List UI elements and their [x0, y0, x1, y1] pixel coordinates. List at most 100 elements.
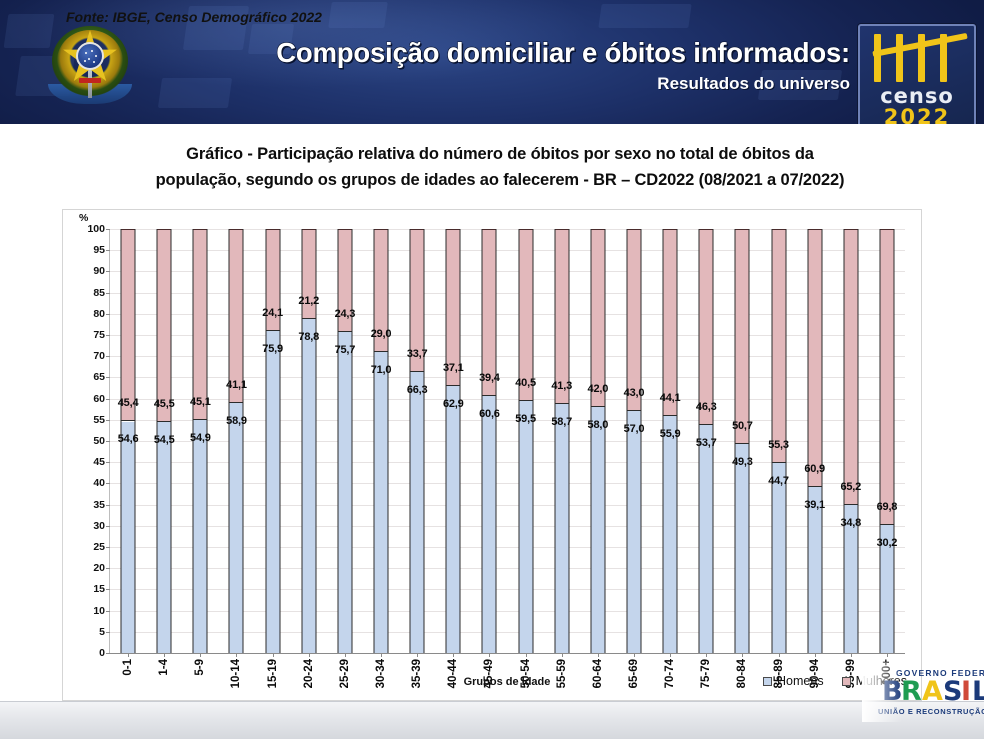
- bar-segment-mulheres[interactable]: [663, 229, 677, 416]
- x-axis-tick-mark: [417, 653, 419, 657]
- stacked-bar[interactable]: [734, 229, 750, 653]
- bar-segment-homens[interactable]: [627, 411, 641, 653]
- bar-column[interactable]: 45,1 54,9 5-9: [182, 229, 218, 676]
- bar-segment-mulheres[interactable]: [410, 229, 424, 372]
- bar-column[interactable]: 33,7 66,3 35-39: [399, 229, 435, 688]
- bar-value-label-homens: 59,5: [515, 412, 536, 425]
- bar-segment-mulheres[interactable]: [844, 229, 858, 506]
- bar-segment-homens[interactable]: [374, 351, 388, 653]
- stacked-bar[interactable]: [807, 229, 823, 653]
- bar-column[interactable]: 24,1 75,9 15-19: [255, 229, 291, 688]
- bar-segment-mulheres[interactable]: [808, 229, 822, 488]
- bar-column[interactable]: 42,0 58,0 60-64: [580, 229, 616, 688]
- stacked-bar[interactable]: [843, 229, 859, 653]
- stacked-bar[interactable]: [228, 229, 244, 653]
- bar-segment-mulheres[interactable]: [591, 229, 605, 408]
- legend-swatch-homens: [763, 676, 773, 686]
- bar-column[interactable]: 50,7 49,3 80-84: [724, 229, 760, 688]
- stacked-bar[interactable]: [156, 229, 172, 653]
- bar-segment-mulheres[interactable]: [555, 229, 569, 405]
- bar-segment-homens[interactable]: [844, 505, 858, 653]
- bar-segment-homens[interactable]: [446, 386, 460, 653]
- bar-segment-homens[interactable]: [663, 415, 677, 653]
- bar-segment-homens[interactable]: [193, 420, 207, 653]
- bar-segment-homens[interactable]: [157, 421, 171, 653]
- bar-column[interactable]: 39,4 60,6 45-49: [471, 229, 507, 688]
- bar-segment-mulheres[interactable]: [446, 229, 460, 387]
- y-axis-tick-label: 85: [93, 286, 105, 299]
- bar-column[interactable]: 45,5 54,5 1-4: [146, 229, 182, 676]
- bar-column[interactable]: 21,2 78,8 20-24: [291, 229, 327, 688]
- bar-value-label-mulheres: 24,1: [262, 307, 283, 320]
- bar-segment-homens[interactable]: [229, 403, 243, 653]
- bar-segment-homens[interactable]: [808, 487, 822, 653]
- stacked-bar[interactable]: [301, 229, 317, 653]
- bar-segment-mulheres[interactable]: [374, 229, 388, 352]
- bar-segment-homens[interactable]: [699, 425, 713, 653]
- bar-segment-homens[interactable]: [591, 407, 605, 653]
- bar-segment-homens[interactable]: [735, 443, 749, 653]
- bar-segment-mulheres[interactable]: [772, 229, 786, 464]
- bar-segment-mulheres[interactable]: [699, 229, 713, 426]
- stacked-bar[interactable]: [120, 229, 136, 653]
- x-axis-tick-mark: [886, 653, 888, 657]
- bar-segment-mulheres[interactable]: [735, 229, 749, 444]
- stacked-bar[interactable]: [445, 229, 461, 653]
- bar-value-label-mulheres: 41,1: [226, 379, 247, 392]
- bar-segment-homens[interactable]: [410, 371, 424, 653]
- stacked-bar[interactable]: [481, 229, 497, 653]
- bar-segment-homens[interactable]: [266, 331, 280, 653]
- bar-column[interactable]: 41,3 58,7 55-59: [544, 229, 580, 688]
- bar-segment-homens[interactable]: [555, 404, 569, 653]
- bar-segment-homens[interactable]: [519, 400, 533, 653]
- stacked-bar[interactable]: [771, 229, 787, 653]
- bar-column[interactable]: 55,3 44,7 85-89: [760, 229, 796, 688]
- bar-segment-homens[interactable]: [482, 396, 496, 653]
- stacked-bar[interactable]: [879, 229, 895, 653]
- stacked-bar[interactable]: [409, 229, 425, 653]
- bar-segment-mulheres[interactable]: [519, 229, 533, 401]
- bar-segment-homens[interactable]: [338, 332, 352, 653]
- bar-segment-mulheres[interactable]: [302, 229, 316, 319]
- bar-column[interactable]: 40,5 59,5 50-54: [508, 229, 544, 688]
- bar-column[interactable]: 65,2 34,8 95-99: [833, 229, 869, 688]
- stacked-bar[interactable]: [554, 229, 570, 653]
- bar-segment-mulheres[interactable]: [121, 229, 135, 422]
- bar-segment-homens[interactable]: [880, 524, 894, 653]
- bar-column[interactable]: 24,3 75,7 25-29: [327, 229, 363, 688]
- bar-segment-mulheres[interactable]: [266, 229, 280, 332]
- bar-column[interactable]: 44,1 55,9 70-74: [652, 229, 688, 688]
- stacked-bar[interactable]: [265, 229, 281, 653]
- bar-value-label-mulheres: 29,0: [370, 327, 392, 340]
- stacked-bar[interactable]: [626, 229, 642, 653]
- x-axis-tick-mark: [489, 653, 491, 657]
- legend-item-homens[interactable]: Homens: [763, 674, 824, 688]
- bar-segment-mulheres[interactable]: [338, 229, 352, 333]
- bar-segment-homens[interactable]: [772, 463, 786, 653]
- bar-segment-homens[interactable]: [121, 421, 135, 653]
- stacked-bar[interactable]: [662, 229, 678, 653]
- bar-segment-mulheres[interactable]: [482, 229, 496, 397]
- bar-column[interactable]: 69,830,2100+: [869, 229, 905, 685]
- bar-column[interactable]: 37,1 62,9 40-44: [435, 229, 471, 688]
- bar-segment-mulheres[interactable]: [157, 229, 171, 422]
- bar-segment-mulheres[interactable]: [880, 229, 894, 525]
- stacked-bar[interactable]: [192, 229, 208, 653]
- stacked-bar[interactable]: [518, 229, 534, 653]
- stacked-bar[interactable]: [337, 229, 353, 653]
- stacked-bar[interactable]: [698, 229, 714, 653]
- bar-column[interactable]: 60,9 39,1 90-94: [797, 229, 833, 688]
- bar-column[interactable]: 29,0 71,0 30-34: [363, 229, 399, 688]
- y-axis-tick-label: 15: [93, 583, 105, 596]
- stacked-bar[interactable]: [590, 229, 606, 653]
- bar-segment-mulheres[interactable]: [193, 229, 207, 421]
- bar-value-label-homens: 78,8: [298, 330, 320, 343]
- bar-column[interactable]: 45,4 54,6 0-1: [110, 229, 146, 676]
- bar-segment-mulheres[interactable]: [627, 229, 641, 412]
- bar-segment-homens[interactable]: [302, 318, 316, 653]
- bar-segment-mulheres[interactable]: [229, 229, 243, 404]
- bar-column[interactable]: 43,0 57,0 65-69: [616, 229, 652, 688]
- stacked-bar[interactable]: [373, 229, 389, 653]
- bar-column[interactable]: 41,1 58,9 10-14: [218, 229, 254, 688]
- bar-column[interactable]: 46,3 53,7 75-79: [688, 229, 724, 688]
